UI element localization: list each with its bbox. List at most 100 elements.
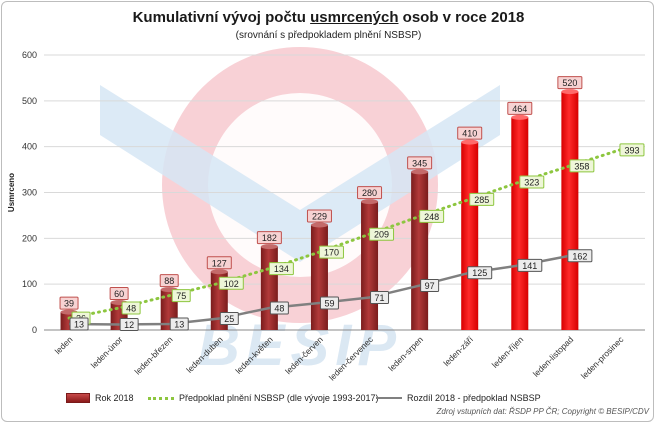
x-tick-label: leden-únor	[89, 334, 125, 370]
difference-value-label-box	[119, 318, 139, 331]
legend-item-difference: Rozdíl 2018 - předpoklad NSBSP	[376, 393, 541, 403]
legend-item-forecast: Předpoklad plnění NSBSP (dle vývoje 1993…	[148, 393, 378, 403]
y-tick-label: 400	[22, 142, 37, 152]
bar-value-label: 345	[412, 158, 427, 168]
bar-value-label-box	[357, 186, 383, 200]
difference-value-label-box	[370, 290, 390, 304]
chart-subtitle: (srovnání s předpokladem plnění NSBSP)	[235, 30, 422, 41]
forecast-value-label: 134	[274, 264, 289, 274]
bar-value-label-box	[109, 287, 129, 300]
difference-value-label: 13	[74, 320, 84, 330]
difference-value-label: 48	[274, 304, 284, 314]
bar	[310, 225, 328, 330]
bar-top	[260, 244, 278, 250]
forecast-value-label: 285	[474, 195, 489, 205]
source-note: Zdroj vstupních dat: ŘSDP PP ČR; Copyrig…	[436, 407, 650, 416]
bar	[361, 201, 379, 330]
bar-value-label-box	[306, 209, 332, 223]
forecast-value-label-box	[121, 301, 141, 315]
bar-value-label: 39	[64, 299, 74, 309]
difference-value-label-box	[69, 317, 89, 331]
bar-value-label: 280	[362, 188, 377, 198]
forecast-value-label: 209	[374, 230, 389, 240]
forecast-value-label-box	[419, 209, 445, 223]
difference-value-label-box	[467, 266, 493, 280]
bar	[260, 246, 278, 330]
forecast-value-label: 393	[624, 145, 639, 155]
y-tick-label: 300	[22, 188, 37, 198]
bar-value-label-box	[407, 156, 433, 170]
forecast-value-label: 358	[574, 161, 589, 171]
bar-value-label-box	[256, 231, 282, 245]
difference-value-label: 12	[124, 320, 134, 330]
y-tick-label: 600	[22, 50, 37, 60]
forecast-value-label-box	[171, 289, 191, 303]
bar	[561, 91, 579, 331]
bar-value-label: 410	[462, 129, 477, 139]
bar-value-label: 88	[164, 276, 174, 286]
legend-label-forecast: Předpoklad plnění NSBSP (dle vývoje 1993…	[179, 393, 379, 403]
bar-value-label-box	[159, 274, 179, 288]
difference-value-label-box	[319, 296, 339, 310]
bar-value-label: 60	[114, 289, 124, 299]
bar-value-label-box	[59, 296, 79, 310]
forecast-value-label-box	[619, 143, 645, 157]
forecast-value-label-box	[318, 245, 344, 259]
bar-top	[210, 269, 228, 275]
legend-label-rok-2018: Rok 2018	[95, 393, 134, 403]
x-tick-label: leden	[53, 334, 75, 356]
bar-value-label: 182	[262, 233, 277, 243]
difference-value-label-box	[420, 279, 440, 293]
x-tick-label: leden-březen	[132, 334, 174, 376]
legend-swatch-forecast	[148, 396, 174, 400]
bar-value-label: 464	[512, 104, 527, 114]
x-tick-label: leden-prosinec	[579, 334, 626, 381]
y-tick-label: 200	[22, 233, 37, 243]
difference-value-label-box	[219, 312, 239, 326]
x-tick-label: leden-září	[441, 334, 475, 368]
bar-top	[310, 222, 328, 228]
y-tick-label: 500	[22, 96, 37, 106]
legend-item-rok-2018: Rok 2018	[66, 393, 134, 403]
forecast-value-label: 170	[324, 248, 339, 258]
x-tick-label: leden-listopad	[531, 334, 576, 379]
difference-value-label: 25	[224, 314, 234, 324]
forecast-value-label-box	[268, 262, 294, 276]
legend-label-difference: Rozdíl 2018 - předpoklad NSBSP	[407, 393, 541, 403]
difference-value-label: 162	[572, 251, 587, 261]
difference-value-label: 71	[375, 293, 385, 303]
forecast-value-label-box	[569, 159, 595, 173]
bar	[511, 117, 529, 330]
difference-value-label: 13	[174, 320, 184, 330]
difference-value-label-box	[269, 301, 289, 315]
forecast-value-label: 102	[224, 279, 239, 289]
difference-value-label: 141	[522, 261, 537, 271]
bar-value-label-box	[507, 101, 533, 115]
bar-value-label-box	[557, 76, 583, 90]
x-tick-label: leden-říjen	[490, 334, 526, 370]
bar-top	[461, 139, 479, 145]
difference-value-label: 125	[472, 268, 487, 278]
forecast-value-label: 75	[176, 291, 186, 301]
bar-value-label: 520	[562, 78, 577, 88]
difference-value-label-box	[567, 249, 593, 263]
y-tick-label: 100	[22, 279, 37, 289]
bar-value-label-box	[457, 126, 483, 140]
bar-top	[411, 169, 429, 175]
forecast-value-label-box	[218, 276, 244, 290]
legend-swatch-bar	[66, 393, 90, 403]
bar-top	[561, 89, 579, 95]
bar-value-label-box	[206, 256, 232, 270]
difference-value-label: 97	[425, 281, 435, 291]
bar	[411, 171, 429, 330]
legend-swatch-difference	[376, 397, 402, 399]
forecast-value-label-box	[369, 227, 395, 241]
y-axis-title: Usmrceno	[7, 173, 16, 212]
forecast-value-label-box	[519, 175, 545, 189]
difference-value-label: 59	[324, 298, 334, 308]
chart-title: Kumulativní vývoj počtu usmrcených osob …	[132, 9, 525, 26]
bar-value-label: 127	[212, 258, 227, 268]
forecast-value-label: 48	[126, 304, 136, 314]
difference-value-label-box	[169, 317, 189, 331]
